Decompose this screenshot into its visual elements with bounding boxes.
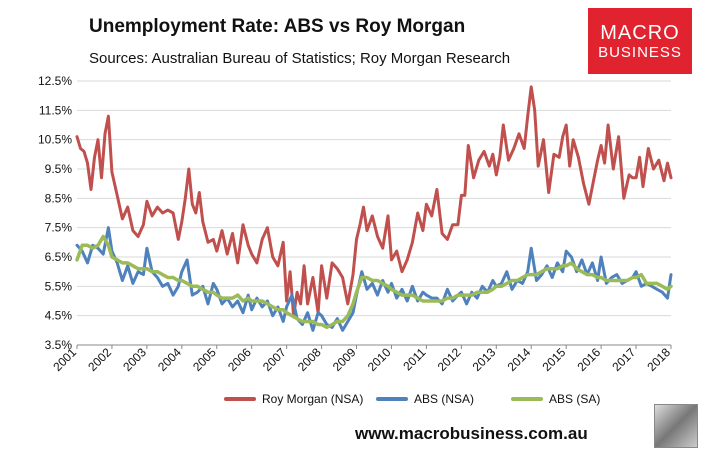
chart-subtitle: Sources: Australian Bureau of Statistics… <box>89 50 511 67</box>
legend-item-roy-morgan: Roy Morgan (NSA) <box>224 392 363 406</box>
y-tick-label: 12.5% <box>38 74 72 88</box>
chart-title: Unemployment Rate: ABS vs Roy Morgan <box>89 16 466 37</box>
x-tick-label: 2006 <box>225 345 254 374</box>
x-axis-tick-labels: 2001 2002 2003 2004 2005 2006 2007 2008 2009 2010… <box>50 345 673 374</box>
x-tick-label: 2003 <box>120 345 149 374</box>
x-tick-label: 2008 <box>295 345 324 374</box>
y-tick-label: 11.5% <box>39 103 72 117</box>
legend-item-abs-sa: ABS (SA) <box>511 392 600 406</box>
y-tick-label: 5.5% <box>45 279 73 293</box>
y-tick-label: 8.5% <box>45 191 73 205</box>
legend-label-roy-morgan: Roy Morgan (NSA) <box>262 392 364 406</box>
x-tick-label: 2010 <box>365 345 394 374</box>
x-tick-label: 2018 <box>644 345 673 374</box>
x-tick-label: 2007 <box>260 345 289 374</box>
x-tick-label: 2009 <box>330 345 359 374</box>
logo-line-1: MACRO <box>600 22 680 44</box>
x-tick-label: 2016 <box>574 345 603 374</box>
website-url: www.macrobusiness.com.au <box>355 424 588 443</box>
y-tick-label: 9.5% <box>45 162 73 176</box>
macrobusiness-logo: MACRO BUSINESS <box>588 8 692 74</box>
x-tick-label: 2011 <box>400 345 428 373</box>
legend-swatch-abs-sa <box>511 397 543 401</box>
legend-label-abs-nsa: ABS (NSA) <box>414 392 475 406</box>
x-tick-label: 2002 <box>85 345 114 374</box>
series-line-abs-sa <box>75 234 673 330</box>
legend-swatch-abs-nsa <box>376 397 408 401</box>
y-tick-label: 4.5% <box>45 309 73 323</box>
legend-label-abs-sa: ABS (SA) <box>549 392 601 406</box>
logo-line-2: BUSINESS <box>598 44 682 61</box>
x-tick-label: 2005 <box>190 345 219 374</box>
unemployment-line-chart: 3.5% 4.5% 5.5% 6.5% 7.5% 8.5% 9.5% 10.5% 11.5% 12… <box>38 74 673 374</box>
chart-gridlines <box>77 80 671 346</box>
chart-series-lines <box>75 85 673 332</box>
x-tick-label: 2014 <box>505 345 534 374</box>
y-axis-tick-labels: 3.5% 4.5% 5.5% 6.5% 7.5% 8.5% 9.5% 10.5% 11.5% 12… <box>38 74 72 352</box>
legend-item-abs-nsa: ABS (NSA) <box>376 392 474 406</box>
series-line-roy-morgan <box>75 85 673 318</box>
legend-swatch-roy-morgan <box>224 397 256 401</box>
wolf-logo-image <box>654 404 698 448</box>
x-tick-label: 2004 <box>155 345 184 374</box>
y-tick-label: 3.5% <box>45 338 73 352</box>
series-line-abs-nsa <box>75 226 673 332</box>
x-tick-label: 2017 <box>609 345 638 374</box>
x-tick-label: 2013 <box>470 345 499 374</box>
x-tick-label: 2015 <box>540 345 569 374</box>
x-tick-label: 2012 <box>435 345 464 374</box>
y-tick-label: 7.5% <box>45 221 73 235</box>
y-tick-label: 10.5% <box>38 133 72 147</box>
y-tick-label: 6.5% <box>45 250 73 264</box>
